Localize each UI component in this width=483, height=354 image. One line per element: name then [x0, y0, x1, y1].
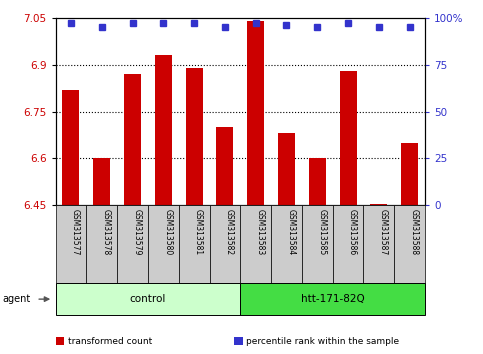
Bar [309, 158, 326, 205]
Text: GSM313583: GSM313583 [256, 209, 265, 256]
Text: GSM313579: GSM313579 [132, 209, 142, 256]
Bar [278, 133, 295, 205]
Text: control: control [130, 294, 166, 304]
Text: GSM313580: GSM313580 [163, 209, 172, 256]
Bar [93, 158, 110, 205]
Text: GSM313577: GSM313577 [71, 209, 80, 256]
Bar [86, 205, 117, 283]
Bar [148, 205, 179, 283]
Bar [155, 55, 172, 205]
Bar [117, 205, 148, 283]
Bar [333, 205, 364, 283]
Text: GSM313578: GSM313578 [102, 209, 111, 256]
Bar [240, 205, 271, 283]
Bar [216, 127, 233, 205]
Text: transformed count: transformed count [68, 337, 152, 347]
Bar [56, 205, 86, 283]
Bar [401, 143, 418, 205]
Bar [271, 205, 302, 283]
Bar [62, 90, 79, 205]
Text: GSM313582: GSM313582 [225, 209, 234, 255]
Bar [210, 205, 240, 283]
Bar [179, 205, 210, 283]
Bar [124, 74, 141, 205]
Text: GSM313584: GSM313584 [286, 209, 296, 256]
Text: GSM313587: GSM313587 [379, 209, 388, 256]
Text: GSM313585: GSM313585 [317, 209, 327, 256]
Text: agent: agent [2, 294, 30, 304]
Text: htt-171-82Q: htt-171-82Q [301, 294, 365, 304]
Text: GSM313581: GSM313581 [194, 209, 203, 255]
Bar [240, 283, 425, 315]
Bar [56, 283, 241, 315]
Text: percentile rank within the sample: percentile rank within the sample [246, 337, 399, 347]
Bar [340, 71, 356, 205]
Bar [394, 205, 425, 283]
Bar [247, 21, 264, 205]
Bar [370, 204, 387, 205]
Bar [302, 205, 333, 283]
Bar [185, 68, 202, 205]
Text: GSM313588: GSM313588 [410, 209, 419, 255]
Text: GSM313586: GSM313586 [348, 209, 357, 256]
Bar [364, 205, 394, 283]
